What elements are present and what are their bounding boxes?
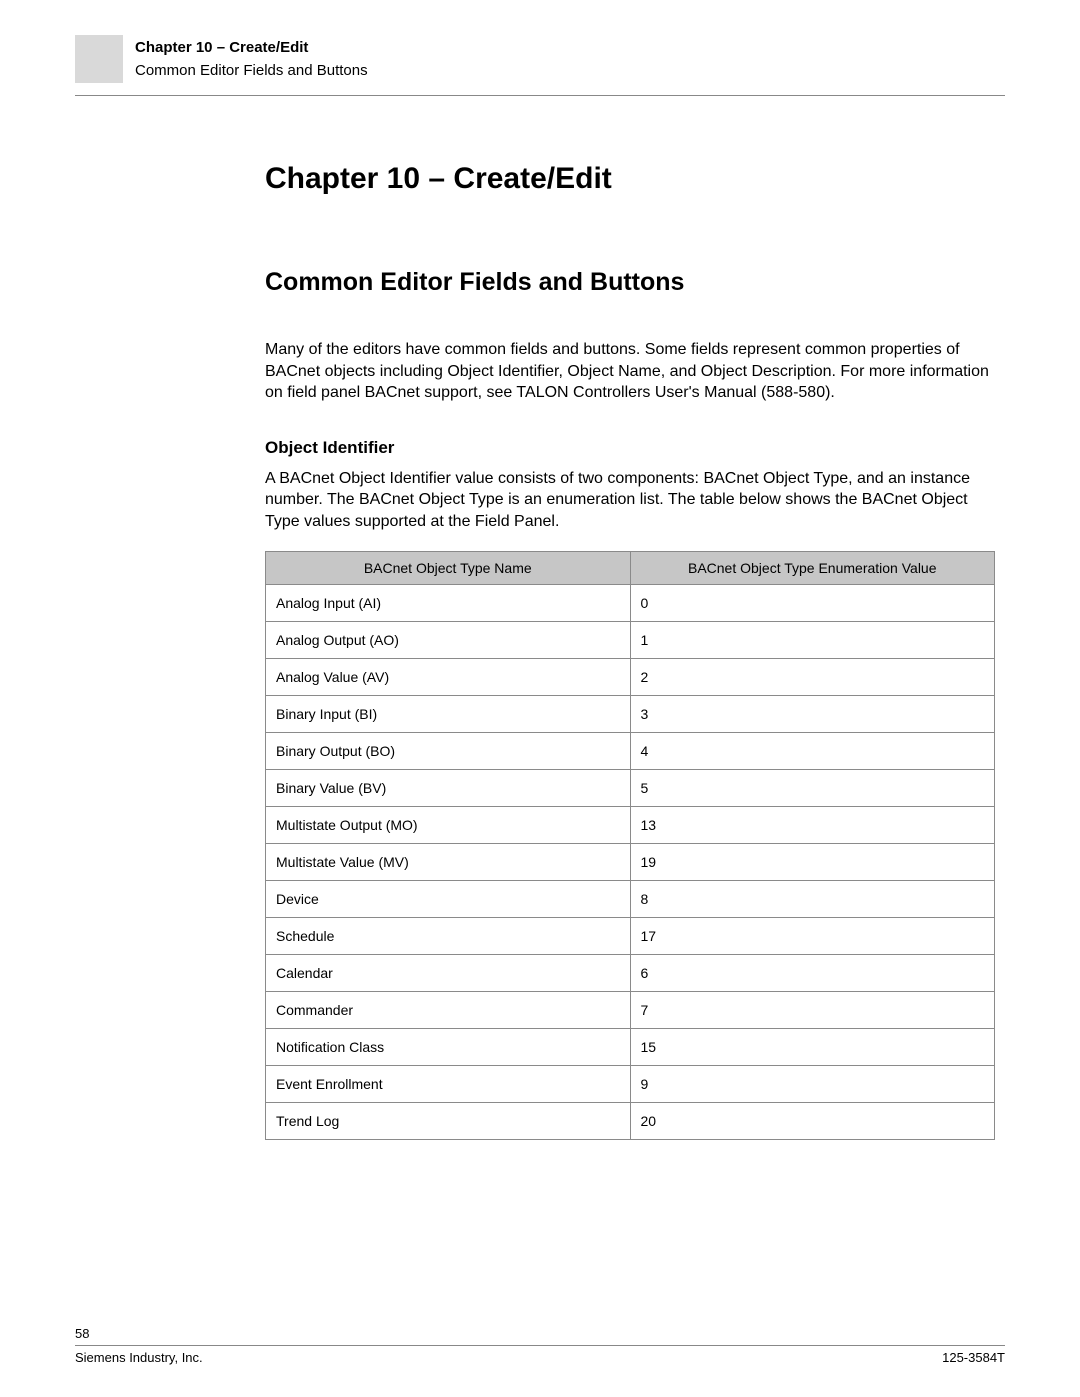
content-area: Chapter 10 – Create/Edit Common Editor F… bbox=[265, 162, 995, 1140]
page-header: Chapter 10 – Create/Edit Common Editor F… bbox=[75, 35, 1005, 96]
footer-docid: 125-3584T bbox=[942, 1350, 1005, 1365]
table-row: Trend Log20 bbox=[266, 1102, 995, 1139]
table-cell-name: Notification Class bbox=[266, 1028, 631, 1065]
table-row: Analog Input (AI)0 bbox=[266, 584, 995, 621]
table-cell-value: 1 bbox=[630, 621, 995, 658]
table-row: Notification Class15 bbox=[266, 1028, 995, 1065]
table-row: Commander7 bbox=[266, 991, 995, 1028]
section-title: Common Editor Fields and Buttons bbox=[265, 268, 995, 297]
object-type-table: BACnet Object Type Name BACnet Object Ty… bbox=[265, 551, 995, 1140]
table-cell-value: 19 bbox=[630, 843, 995, 880]
footer-company: Siemens Industry, Inc. bbox=[75, 1350, 203, 1365]
table-row: Binary Output (BO)4 bbox=[266, 732, 995, 769]
intro-paragraph: Many of the editors have common fields a… bbox=[265, 339, 995, 404]
table-row: Schedule17 bbox=[266, 917, 995, 954]
table-cell-value: 17 bbox=[630, 917, 995, 954]
subsection-title: Object Identifier bbox=[265, 438, 995, 458]
table-row: Multistate Output (MO)13 bbox=[266, 806, 995, 843]
table-cell-value: 20 bbox=[630, 1102, 995, 1139]
page: Chapter 10 – Create/Edit Common Editor F… bbox=[0, 0, 1080, 1397]
table-row: Analog Output (AO)1 bbox=[266, 621, 995, 658]
header-chapter-label: Chapter 10 – Create/Edit bbox=[135, 37, 368, 58]
table-header-row: BACnet Object Type Name BACnet Object Ty… bbox=[266, 551, 995, 584]
table-cell-value: 3 bbox=[630, 695, 995, 732]
table-cell-value: 8 bbox=[630, 880, 995, 917]
table-cell-name: Analog Output (AO) bbox=[266, 621, 631, 658]
table-cell-value: 15 bbox=[630, 1028, 995, 1065]
table-cell-name: Schedule bbox=[266, 917, 631, 954]
table-cell-name: Binary Value (BV) bbox=[266, 769, 631, 806]
subsection-paragraph: A BACnet Object Identifier value consist… bbox=[265, 468, 995, 533]
table-row: Device8 bbox=[266, 880, 995, 917]
table-cell-value: 2 bbox=[630, 658, 995, 695]
table-cell-value: 0 bbox=[630, 584, 995, 621]
table-cell-value: 6 bbox=[630, 954, 995, 991]
table-cell-name: Multistate Value (MV) bbox=[266, 843, 631, 880]
header-text: Chapter 10 – Create/Edit Common Editor F… bbox=[135, 35, 368, 81]
header-section-label: Common Editor Fields and Buttons bbox=[135, 60, 368, 81]
table-row: Analog Value (AV)2 bbox=[266, 658, 995, 695]
table-cell-name: Binary Output (BO) bbox=[266, 732, 631, 769]
table-cell-name: Commander bbox=[266, 991, 631, 1028]
table-cell-name: Calendar bbox=[266, 954, 631, 991]
table-cell-name: Event Enrollment bbox=[266, 1065, 631, 1102]
table-row: Multistate Value (MV)19 bbox=[266, 843, 995, 880]
footer-line: Siemens Industry, Inc. 125-3584T bbox=[75, 1345, 1005, 1365]
table-cell-name: Analog Input (AI) bbox=[266, 584, 631, 621]
table-row: Binary Value (BV)5 bbox=[266, 769, 995, 806]
table-cell-name: Device bbox=[266, 880, 631, 917]
table-cell-value: 9 bbox=[630, 1065, 995, 1102]
table-cell-value: 4 bbox=[630, 732, 995, 769]
table-cell-name: Trend Log bbox=[266, 1102, 631, 1139]
table-row: Event Enrollment9 bbox=[266, 1065, 995, 1102]
table-cell-value: 5 bbox=[630, 769, 995, 806]
page-footer: 58 Siemens Industry, Inc. 125-3584T bbox=[75, 1326, 1005, 1365]
table-header-name: BACnet Object Type Name bbox=[266, 551, 631, 584]
table-body: Analog Input (AI)0Analog Output (AO)1Ana… bbox=[266, 584, 995, 1139]
table-cell-name: Binary Input (BI) bbox=[266, 695, 631, 732]
page-number: 58 bbox=[75, 1326, 1005, 1341]
header-logo-block bbox=[75, 35, 123, 83]
table-row: Binary Input (BI)3 bbox=[266, 695, 995, 732]
table-cell-value: 13 bbox=[630, 806, 995, 843]
table-header-value: BACnet Object Type Enumeration Value bbox=[630, 551, 995, 584]
table-cell-name: Multistate Output (MO) bbox=[266, 806, 631, 843]
table-cell-name: Analog Value (AV) bbox=[266, 658, 631, 695]
table-row: Calendar6 bbox=[266, 954, 995, 991]
table-cell-value: 7 bbox=[630, 991, 995, 1028]
chapter-title: Chapter 10 – Create/Edit bbox=[265, 162, 995, 196]
